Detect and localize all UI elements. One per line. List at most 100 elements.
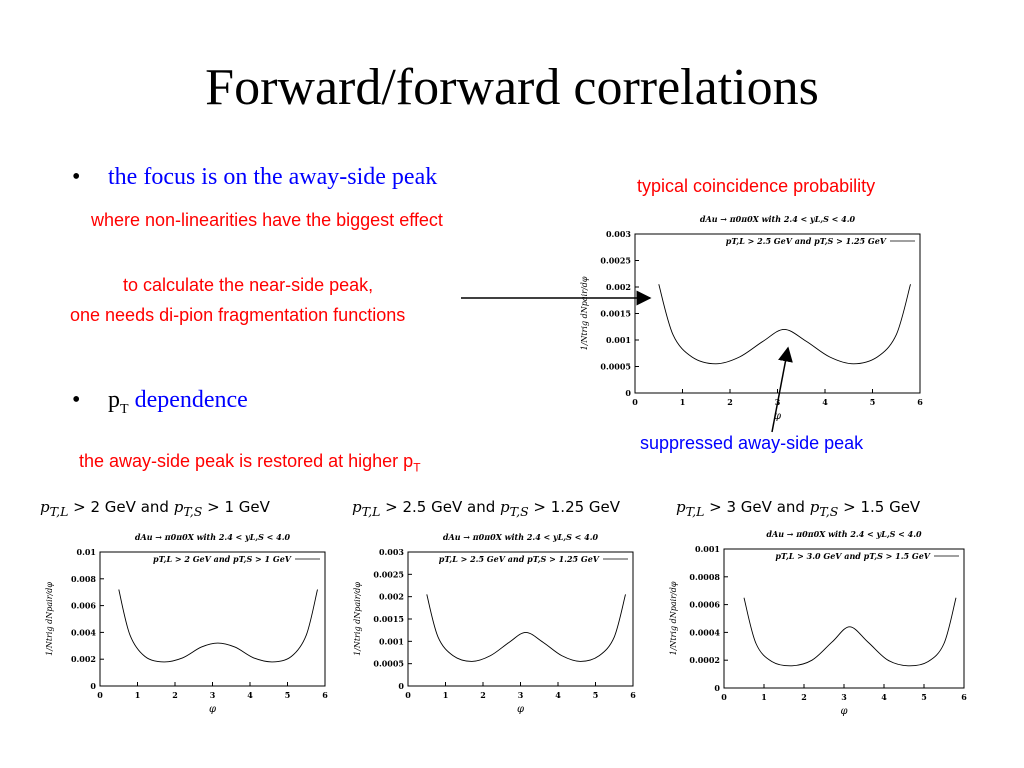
x-tick-label: 1 xyxy=(680,397,686,407)
cap3-end: > 1.5 GeV xyxy=(838,498,921,516)
y-tick-label: 0.003 xyxy=(379,547,404,557)
x-axis-label: φ xyxy=(209,704,216,715)
x-tick-label: 5 xyxy=(870,397,876,407)
y-axis-label: 1/Ntrig dNpair/dφ xyxy=(580,276,589,350)
cap1-mid: > 2 GeV and xyxy=(68,498,174,516)
chart-title: dAu → π0π0X with 2.4 < yL,S < 4.0 xyxy=(766,529,922,539)
x-tick-label: 3 xyxy=(210,690,216,700)
cap1-p2: p xyxy=(173,498,184,516)
x-tick-label: 1 xyxy=(135,690,141,700)
note-near-side-line2: one needs di-pion fragmentation function… xyxy=(70,305,406,325)
label-typical-probability: typical coincidence probability xyxy=(637,176,876,196)
cap3-mid: > 3 GeV and xyxy=(704,498,810,516)
x-tick-label: 3 xyxy=(518,690,524,700)
y-tick-label: 0.0004 xyxy=(689,627,720,637)
plot-frame xyxy=(99,551,326,687)
y-tick-label: 0.0008 xyxy=(689,572,720,582)
bullet-dot-1: • xyxy=(72,164,81,190)
cap3-p2: p xyxy=(809,498,820,516)
x-axis-label: φ xyxy=(517,704,524,715)
y-tick-label: 0.003 xyxy=(606,229,631,239)
plot-frame xyxy=(407,551,634,687)
y-tick-label: 0 xyxy=(398,681,404,691)
y-axis-label: 1/Ntrig dNpair/dφ xyxy=(45,582,54,656)
cap3-sub2: T,S xyxy=(819,504,839,519)
y-tick-label: 0 xyxy=(625,388,631,398)
cap3-p: p xyxy=(676,498,686,516)
x-tick-label: 2 xyxy=(727,397,733,407)
plot-frame xyxy=(723,548,965,689)
cap1-p: p xyxy=(40,498,50,516)
label-suppressed-peak: suppressed away-side peak xyxy=(640,433,864,453)
x-tick-label: 1 xyxy=(443,690,449,700)
chart-svg: dAu → π0π0X with 2.4 < yL,S < 4.0 0 1 2 3 4 5 6… xyxy=(353,532,636,715)
note-nonlinearities: where non-linearities have the biggest e… xyxy=(91,210,443,230)
y-axis-label: 1/Ntrig dNpair/dφ xyxy=(669,581,678,655)
y-tick-label: 0.008 xyxy=(71,574,96,584)
chart-2gev: dAu → π0π0X with 2.4 < yL,S < 4.0 0 1 2 3 4 5 6… xyxy=(30,528,335,723)
y-axis-label: 1/Ntrig dNpair/dφ xyxy=(353,582,362,656)
bullet-focus-away-side: the focus is on the away-side peak xyxy=(108,164,438,190)
y-tick-label: 0.0015 xyxy=(600,309,631,319)
cap2-mid: > 2.5 GeV and xyxy=(380,498,500,516)
chart-svg: dAu → π0π0X with 2.4 < yL,S < 4.0 0 1 2 3 4 5 6… xyxy=(580,214,923,422)
chart-title: dAu → π0π0X with 2.4 < yL,S < 4.0 xyxy=(135,532,291,542)
y-tick-label: 0.0015 xyxy=(373,614,404,624)
x-tick-label: 4 xyxy=(247,690,253,700)
y-tick-label: 0.004 xyxy=(71,627,96,637)
x-tick-label: 0 xyxy=(721,692,727,702)
caption-chart-2gev: pT,L > 2 GeV and pT,S > 1 GeV xyxy=(40,498,270,519)
series-line xyxy=(118,589,318,663)
x-tick-label: 1 xyxy=(761,692,767,702)
chart-typical: dAu → π0π0X with 2.4 < yL,S < 4.0 0 1 2 3 4 5 6… xyxy=(565,210,930,430)
plot-frame xyxy=(634,233,921,394)
y-tick-label: 0.0025 xyxy=(600,256,631,266)
x-tick-label: 5 xyxy=(285,690,291,700)
cap2-end: > 1.25 GeV xyxy=(528,498,621,516)
cap1-sub1: T,L xyxy=(49,504,69,519)
x-tick-label: 0 xyxy=(97,690,103,700)
y-tick-label: 0.0025 xyxy=(373,569,404,579)
series-line xyxy=(426,594,626,662)
bullet-dot-2: • xyxy=(72,387,81,413)
chart-2-5gev: dAu → π0π0X with 2.4 < yL,S < 4.0 0 1 2 3 4 5 6… xyxy=(338,528,643,723)
chart-title: dAu → π0π0X with 2.4 < yL,S < 4.0 xyxy=(700,214,856,224)
note-restored: the away-side peak is restored at higher… xyxy=(79,451,421,475)
x-tick-label: 6 xyxy=(917,397,923,407)
x-axis-label: φ xyxy=(774,411,781,422)
legend-label: pT,L > 2 GeV and pT,S > 1 GeV xyxy=(153,554,292,564)
x-tick-label: 4 xyxy=(555,690,561,700)
bullet-pt-p: p xyxy=(108,387,120,413)
y-tick-label: 0.0002 xyxy=(689,655,720,665)
bullet-pt-rest: dependence xyxy=(128,387,248,413)
x-tick-label: 6 xyxy=(322,690,328,700)
arrow-to-away-peak xyxy=(771,346,793,433)
x-tick-label: 6 xyxy=(961,692,967,702)
legend-label: pT,L > 2.5 GeV and pT,S > 1.25 GeV xyxy=(439,554,600,564)
x-axis-label: φ xyxy=(840,706,847,717)
legend-label: pT,L > 3.0 GeV and pT,S > 1.5 GeV xyxy=(775,551,930,561)
cap3-sub1: T,L xyxy=(685,504,705,519)
x-tick-label: 0 xyxy=(632,397,638,407)
x-tick-label: 5 xyxy=(921,692,927,702)
y-tick-label: 0.001 xyxy=(606,335,631,345)
series-line xyxy=(743,597,957,667)
caption-chart-3gev: pT,L > 3 GeV and pT,S > 1.5 GeV xyxy=(676,498,920,519)
cap1-end: > 1 GeV xyxy=(202,498,270,516)
x-tick-label: 4 xyxy=(881,692,887,702)
chart-3gev: dAu → π0π0X with 2.4 < yL,S < 4.0 0 1 2 3 4 5 6… xyxy=(654,525,974,725)
cap2-p: p xyxy=(352,498,362,516)
x-tick-label: 3 xyxy=(841,692,847,702)
chart-svg: dAu → π0π0X with 2.4 < yL,S < 4.0 0 1 2 3 4 5 6… xyxy=(45,532,328,715)
y-tick-label: 0.01 xyxy=(77,547,96,557)
slide-title: Forward/forward correlations xyxy=(205,59,819,116)
x-tick-label: 0 xyxy=(405,690,411,700)
chart-svg: dAu → π0π0X with 2.4 < yL,S < 4.0 0 1 2 3 4 5 6… xyxy=(669,529,967,717)
cap2-sub1: T,L xyxy=(361,504,381,519)
chart-title: dAu → π0π0X with 2.4 < yL,S < 4.0 xyxy=(443,532,599,542)
cap2-p2: p xyxy=(500,498,510,516)
cap2-sub2: T,S xyxy=(509,504,529,519)
legend-label: pT,L > 2.5 GeV and pT,S > 1.25 GeV xyxy=(726,236,887,246)
y-tick-label: 0.001 xyxy=(379,636,404,646)
